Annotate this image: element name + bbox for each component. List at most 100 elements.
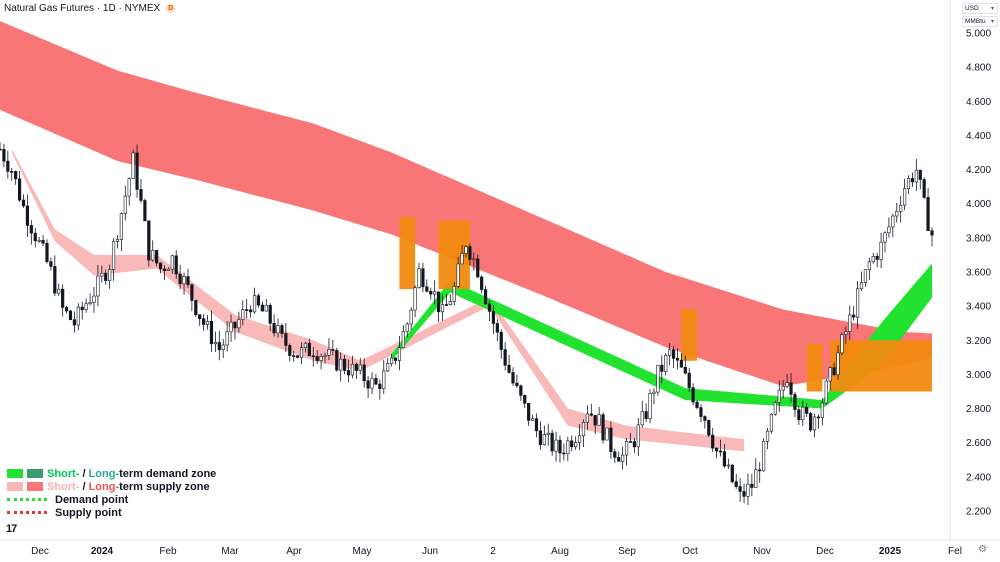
candle (272, 314, 276, 337)
long-demand-swatch (27, 469, 43, 478)
candle (378, 379, 382, 400)
candle (444, 293, 449, 306)
candle (307, 338, 311, 357)
legend-supply-point: Supply point (7, 506, 216, 519)
candle (530, 414, 535, 421)
time-axis[interactable]: Dec 2024 Feb Mar Apr May Jun 2 Aug Sep Oct Nov Dec 20… (0, 539, 1000, 557)
candle (519, 384, 523, 401)
candle (346, 359, 351, 383)
price-tick-label: 3.600 (966, 268, 991, 279)
candle (503, 342, 507, 371)
legend-demand-rest: term demand zone (119, 467, 217, 480)
legend-supply-point-label: Supply point (55, 506, 122, 519)
symbol-title[interactable]: Natural Gas Futures · 1D · NYMEX D (4, 3, 176, 14)
candle (609, 421, 613, 460)
candle (601, 412, 605, 444)
candle (660, 355, 664, 384)
candle (284, 322, 288, 353)
candle (190, 283, 194, 312)
candle (299, 342, 304, 365)
candle (899, 195, 903, 223)
candle (202, 314, 206, 331)
candle (221, 339, 225, 359)
candle (382, 359, 386, 394)
candle (585, 405, 589, 430)
currency-select[interactable]: USD ▾ (962, 3, 998, 14)
price-tick-label: 3.000 (966, 370, 991, 381)
candle (648, 389, 652, 424)
candle (339, 352, 343, 382)
candle (21, 194, 26, 208)
candle (554, 431, 558, 462)
candle (867, 257, 871, 280)
candle (115, 235, 120, 249)
legend-sep: / (79, 480, 89, 493)
price-tick-label: 2.400 (966, 472, 991, 483)
time-tick-label: Jun (422, 546, 438, 557)
candle (108, 264, 112, 289)
candle (628, 433, 633, 443)
candle (64, 305, 69, 314)
candle (413, 285, 417, 318)
time-tick-label: Mar (221, 546, 239, 557)
transition-zone-1 (438, 220, 470, 290)
candle (589, 403, 593, 417)
candle (440, 294, 445, 321)
candle (123, 185, 127, 221)
candle (562, 443, 566, 461)
candle (72, 311, 77, 333)
candle (362, 358, 366, 388)
gear-icon[interactable]: ⚙ (978, 544, 987, 555)
candle (135, 144, 139, 198)
candle (605, 427, 609, 441)
legend-demand-point-label: Demand point (55, 493, 129, 506)
candle (703, 415, 707, 429)
time-tick-label: Oct (682, 546, 698, 557)
legend: Short- / Long-term demand zone Short- / … (7, 467, 216, 519)
candle (288, 343, 292, 362)
candle (237, 311, 241, 333)
price-axis[interactable]: 2.200 2.400 2.600 2.800 3.000 3.200 3.400 3.600… (949, 0, 991, 540)
candle (143, 198, 147, 222)
candle (883, 231, 887, 253)
time-tick-label: 2025 (879, 546, 902, 557)
candle (409, 307, 413, 331)
candle (570, 435, 574, 452)
candle (664, 352, 668, 376)
candle (699, 404, 703, 423)
supply-point-marker (7, 511, 47, 514)
candle (96, 264, 100, 307)
candle (640, 400, 644, 428)
candle (119, 212, 123, 252)
candle (68, 309, 73, 321)
candle (914, 158, 918, 191)
candle (546, 423, 550, 446)
candle (859, 271, 864, 291)
candle (691, 383, 695, 406)
candle (186, 268, 190, 288)
candle (241, 300, 245, 326)
candle (217, 330, 221, 361)
candle (538, 421, 543, 450)
candle (816, 414, 821, 429)
candle (542, 425, 546, 446)
candle (425, 279, 429, 293)
candle (809, 412, 813, 433)
price-tick-label: 2.200 (966, 507, 991, 518)
time-tick-label: Sep (618, 546, 636, 557)
candle (366, 376, 370, 398)
candle (671, 346, 676, 369)
candle (495, 319, 499, 342)
unit-select[interactable]: MMBtu ▾ (962, 16, 998, 27)
tradingview-logo-icon[interactable]: 17 (6, 523, 17, 535)
candle (100, 265, 104, 283)
candle (765, 427, 770, 450)
candle (828, 366, 832, 391)
candle (523, 394, 527, 409)
candle (49, 257, 53, 271)
candle (92, 286, 96, 313)
candle (33, 228, 37, 248)
candle (906, 175, 911, 194)
candle (198, 314, 202, 326)
